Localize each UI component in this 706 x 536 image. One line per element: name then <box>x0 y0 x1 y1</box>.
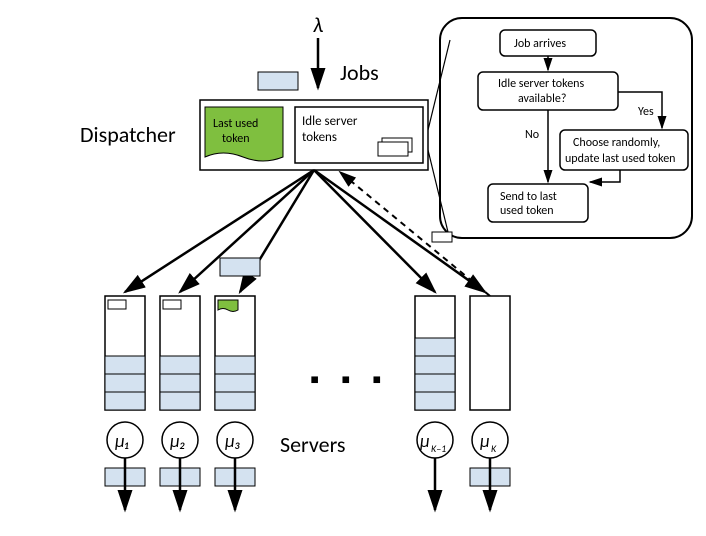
floating-job-token-1 <box>258 72 298 90</box>
flow-idle-avail-l1: Idle server tokens <box>498 77 584 91</box>
server-queue-3 <box>215 296 255 410</box>
flow-send-l2: used token <box>500 204 554 218</box>
flow-choose-l2: update last used token <box>565 152 675 166</box>
flow-no: No <box>525 128 539 142</box>
muK-circle <box>472 422 508 458</box>
jobs-label: Jobs <box>340 59 379 86</box>
server-queue-1 <box>105 296 145 410</box>
mu3-text: μ₃ <box>225 430 241 452</box>
server-queue-k <box>470 296 510 410</box>
muKm1-text: μ <box>420 430 430 452</box>
flow-send-l1: Send to last <box>500 190 557 204</box>
flow-choose-l1: Choose randomly, <box>573 136 660 150</box>
mu2-text: μ₂ <box>170 430 186 452</box>
idle-token-stack-front <box>378 142 408 156</box>
idle-tokens-l2: tokens <box>302 130 337 145</box>
mu1-text: μ₁ <box>115 430 129 452</box>
dispatcher-label: Dispatcher <box>80 121 176 148</box>
last-used-token-l1: Last used <box>213 117 258 131</box>
lambda-label: λ <box>313 11 324 38</box>
flow-idle-avail-l2: available? <box>518 92 566 106</box>
disp-arrow-4 <box>314 170 435 292</box>
flow-yes: Yes <box>638 105 654 119</box>
server-queue-2 <box>160 296 200 410</box>
muK-sub: K <box>491 442 497 455</box>
floating-job-token-2 <box>220 258 260 276</box>
muK-text: μ <box>480 430 490 452</box>
ellipsis: ▪ ▪ ▪ <box>310 363 389 395</box>
flow-job-arrives-text: Job arrives <box>514 37 566 51</box>
muKm1-sub: K–1 <box>431 442 446 455</box>
idle-tokens-l1: Idle server <box>302 114 358 129</box>
servers-label: Servers <box>280 431 346 458</box>
server-queue-k-1 <box>415 296 455 410</box>
last-used-token-l2: token <box>222 132 250 146</box>
returning-token <box>432 232 452 242</box>
